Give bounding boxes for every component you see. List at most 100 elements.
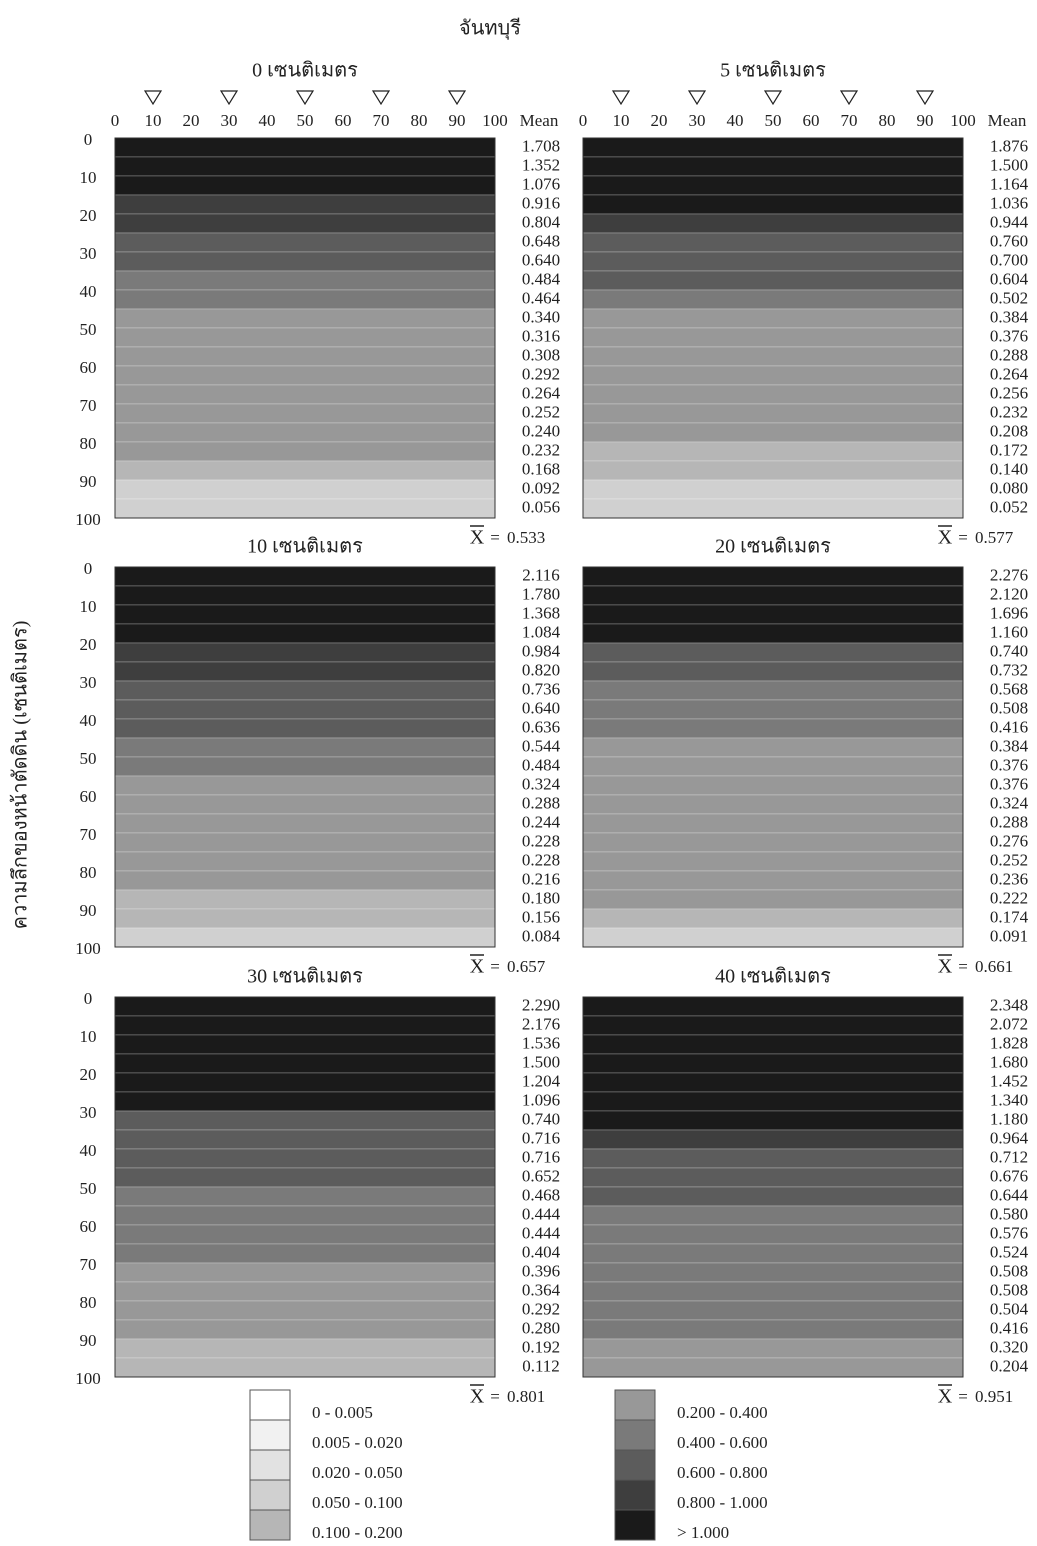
- legend-swatch: [249, 1479, 291, 1511]
- y-tick-label: 10: [80, 168, 97, 187]
- row-mean-label: 0.340: [522, 307, 560, 326]
- row-mean-label: 0.091: [990, 926, 1028, 945]
- depth-row: [114, 1034, 496, 1055]
- depth-row: [582, 308, 964, 329]
- row-mean-label: 1.036: [990, 193, 1028, 212]
- row-mean-label: 0.204: [990, 1356, 1029, 1375]
- depth-row: [582, 756, 964, 777]
- legend-swatch: [614, 1449, 656, 1481]
- mean-symbol: X: [938, 956, 953, 978]
- depth-row: [114, 327, 496, 348]
- depth-row: [582, 270, 964, 291]
- row-mean-label: 0.264: [522, 383, 561, 402]
- row-mean-label: 0.640: [522, 698, 560, 717]
- depth-row: [582, 498, 964, 519]
- depth-row: [114, 585, 496, 606]
- row-mean-label: 0.712: [990, 1147, 1028, 1166]
- row-mean-label: 0.676: [990, 1166, 1028, 1185]
- row-mean-label: 1.680: [990, 1052, 1028, 1071]
- y-tick-label: 20: [80, 206, 97, 225]
- overall-mean: 0.577: [975, 528, 1014, 547]
- sampling-marker: [447, 90, 467, 106]
- y-tick-label: 40: [80, 1141, 97, 1160]
- x-tick-label: 90: [449, 111, 466, 130]
- depth-row: [114, 460, 496, 481]
- row-mean-label: 1.876: [990, 136, 1028, 155]
- y-tick-label: 50: [80, 749, 97, 768]
- depth-row: [582, 585, 964, 606]
- legend-label: 0.020 - 0.050: [312, 1463, 403, 1482]
- y-tick-label: 10: [80, 597, 97, 616]
- row-mean-label: 1.780: [522, 584, 560, 603]
- depth-row: [114, 832, 496, 853]
- row-mean-label: 0.504: [990, 1299, 1029, 1318]
- mean-symbol: X: [938, 1386, 953, 1408]
- row-mean-label: 0.444: [522, 1223, 561, 1242]
- row-mean-label: 0.416: [990, 717, 1028, 736]
- legend-label: 0.400 - 0.600: [677, 1433, 768, 1452]
- depth-row: [582, 794, 964, 815]
- row-mean-label: 0.174: [990, 907, 1029, 926]
- depth-row: [114, 1110, 496, 1131]
- mean-symbol: X: [470, 1386, 485, 1408]
- row-mean-label: 0.264: [990, 364, 1029, 383]
- panel-frame: [114, 137, 496, 519]
- legend-swatch: [614, 1509, 656, 1541]
- row-mean-label: 0.648: [522, 231, 560, 250]
- row-mean-label: 0.288: [522, 793, 560, 812]
- equals: =: [490, 528, 500, 547]
- mean-symbol: X: [470, 956, 485, 978]
- depth-row: [114, 1262, 496, 1283]
- equals: =: [958, 528, 968, 547]
- y-tick-label: 60: [80, 358, 97, 377]
- depth-row: [582, 403, 964, 424]
- sampling-marker: [763, 90, 783, 106]
- depth-row: [114, 737, 496, 758]
- legend-swatch: [614, 1419, 656, 1451]
- row-mean-label: 0.964: [990, 1128, 1029, 1147]
- row-mean-label: 0.444: [522, 1204, 561, 1223]
- equals: =: [490, 1387, 500, 1406]
- depth-row: [114, 680, 496, 701]
- row-mean-label: 0.208: [990, 421, 1028, 440]
- sampling-marker: [687, 90, 707, 106]
- row-mean-label: 0.916: [522, 193, 560, 212]
- depth-row: [114, 1186, 496, 1207]
- depth-row: [114, 1129, 496, 1150]
- row-mean-label: 0.396: [522, 1261, 560, 1280]
- depth-row: [582, 1148, 964, 1169]
- depth-row: [114, 794, 496, 815]
- legend-label: 0.200 - 0.400: [677, 1403, 768, 1422]
- row-mean-label: 0.256: [990, 383, 1028, 402]
- depth-row: [582, 1262, 964, 1283]
- y-tick-label: 80: [80, 863, 97, 882]
- row-mean-label: 0.716: [522, 1147, 560, 1166]
- panel-frame: [582, 137, 964, 519]
- sampling-marker: [839, 90, 859, 106]
- row-mean-label: 2.176: [522, 1014, 560, 1033]
- panel-frame: [582, 566, 964, 948]
- depth-row: [582, 441, 964, 462]
- y-tick-label: 30: [80, 1103, 97, 1122]
- depth-row: [114, 642, 496, 663]
- legend-swatch: [249, 1389, 291, 1421]
- row-mean-label: 0.244: [522, 812, 561, 831]
- depth-row: [114, 251, 496, 272]
- depth-row: [582, 1243, 964, 1264]
- row-mean-label: 0.280: [522, 1318, 560, 1337]
- depth-row: [582, 718, 964, 739]
- depth-row: [582, 156, 964, 177]
- depth-row: [582, 851, 964, 872]
- legend-label: 0.100 - 0.200: [312, 1523, 403, 1542]
- sampling-marker: [915, 90, 935, 106]
- depth-row: [582, 1129, 964, 1150]
- row-mean-label: 0.140: [990, 459, 1028, 478]
- depth-row: [582, 813, 964, 834]
- y-tick-label: 0: [84, 989, 93, 1008]
- row-mean-label: 0.568: [990, 679, 1028, 698]
- row-mean-label: 1.452: [990, 1071, 1028, 1090]
- depth-row: [114, 1224, 496, 1245]
- row-mean-label: 0.168: [522, 459, 560, 478]
- row-mean-label: 1.708: [522, 136, 560, 155]
- y-tick-label: 70: [80, 1255, 97, 1274]
